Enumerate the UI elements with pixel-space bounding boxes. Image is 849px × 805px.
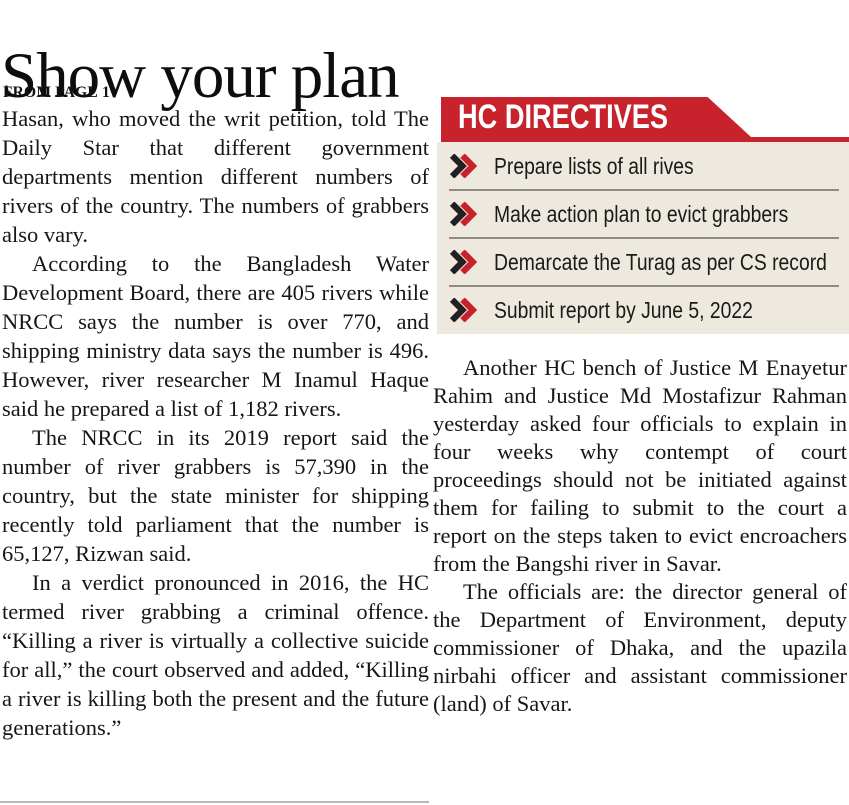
double-chevron-icon [450, 298, 477, 322]
article-paragraph: Another HC bench of Justice M Enayetur R… [433, 355, 847, 576]
hc-directives-box: HC DIRECTIVES Prepare lists of all rives… [437, 97, 849, 334]
directive-item: Prepare lists of all rives [437, 142, 849, 191]
directive-item: Demarcate the Turag as per CS record [437, 238, 849, 287]
article-headline: Show your plan [1, 39, 400, 112]
right-text-column: Another HC bench of Justice M Enayetur R… [433, 354, 847, 718]
directive-label: Make action plan to evict grabbers [494, 200, 789, 227]
article-paragraph: According to the Bangladesh Water Develo… [2, 251, 429, 421]
double-chevron-icon [450, 202, 477, 226]
directive-label: Demarcate the Turag as per CS record [494, 248, 827, 275]
hc-directives-banner: HC DIRECTIVES [437, 97, 849, 142]
hc-directives-title: HC DIRECTIVES [458, 98, 669, 136]
directive-item: Make action plan to evict grabbers [437, 190, 849, 239]
article-paragraph: Hasan, who moved the writ petition, told… [2, 106, 429, 247]
directive-item: Submit report by June 5, 2022 [437, 286, 849, 334]
red-underline-strip [441, 137, 849, 142]
double-chevron-icon [450, 250, 477, 274]
directives-list: Prepare lists of all rives Make action p… [437, 142, 849, 334]
column-bottom-divider [0, 801, 429, 803]
article-paragraph: The officials are: the director general … [433, 579, 847, 716]
red-flag-shape [441, 97, 751, 137]
double-chevron-icon [450, 154, 477, 178]
left-text-column: Hasan, who moved the writ petition, told… [2, 104, 429, 742]
from-page-kicker: FROM PAGE 1 [3, 84, 110, 101]
directive-label: Submit report by June 5, 2022 [494, 296, 753, 323]
article-paragraph: In a verdict pronounced in 2016, the HC … [2, 570, 429, 740]
directive-label: Prepare lists of all rives [494, 152, 694, 179]
article-paragraph: The NRCC in its 2019 report said the num… [2, 425, 429, 566]
